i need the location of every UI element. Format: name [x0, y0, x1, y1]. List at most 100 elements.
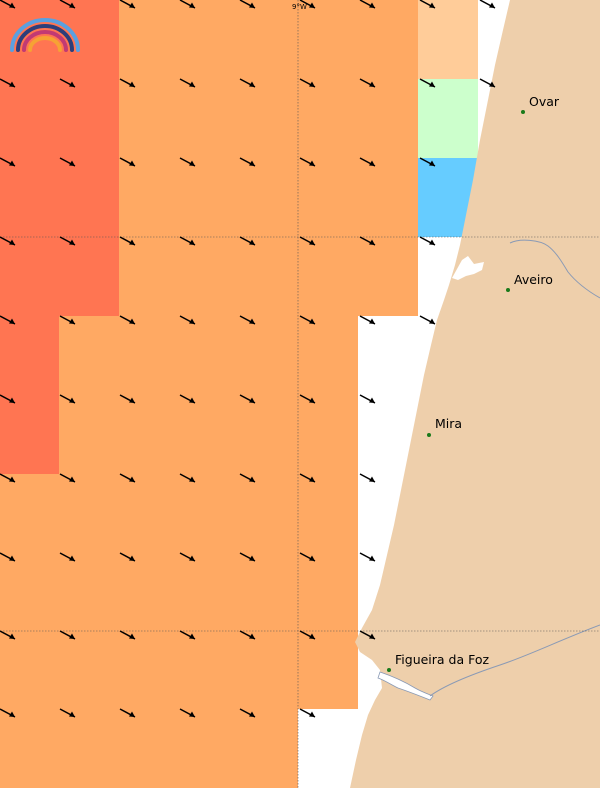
city-dot: [521, 110, 525, 114]
wind-arrow: [0, 394, 16, 404]
wind-arrow: [179, 473, 196, 483]
wind-arrow: [299, 552, 316, 562]
wave-cell-red: [0, 316, 59, 474]
wind-arrow: [59, 552, 76, 562]
wind-arrow: [179, 0, 196, 9]
wave-cell-orange: [0, 631, 358, 709]
city-markers: Ovar Aveiro Mira Figueira da Foz: [387, 94, 560, 672]
city-label: Figueira da Foz: [395, 652, 490, 667]
wind-arrow: [119, 473, 136, 483]
wind-arrow: [359, 0, 376, 9]
wave-cell-orange: [0, 316, 358, 631]
wind-arrow: [59, 0, 76, 9]
wind-arrow: [0, 78, 16, 88]
aveiro-lagoon: [452, 256, 484, 280]
rainbow-logo: [10, 18, 80, 52]
meridian-label: 9°W: [292, 3, 307, 11]
wind-arrow: [299, 708, 316, 718]
wind-arrow: [0, 236, 16, 246]
wind-arrow: [239, 78, 256, 88]
wind-arrow: [299, 78, 316, 88]
wind-arrow: [299, 473, 316, 483]
wind-arrow: [0, 708, 16, 718]
wind-arrow: [419, 0, 436, 9]
wind-arrow: [359, 236, 376, 246]
wind-arrow: [179, 552, 196, 562]
wind-arrow: [119, 552, 136, 562]
wind-arrow: [239, 236, 256, 246]
wind-arrow: [59, 236, 76, 246]
wind-arrow: [119, 315, 136, 325]
vouga-river: [509, 239, 600, 299]
wind-arrow: [0, 0, 16, 9]
wave-cell-orange: [0, 709, 298, 788]
wind-arrow: [479, 0, 496, 9]
land-area: [350, 0, 600, 788]
wind-arrow: [0, 552, 16, 562]
wind-arrow: [239, 0, 256, 9]
wave-cell-light-green: [418, 79, 478, 158]
wind-arrow: [0, 157, 16, 167]
wind-arrow: [179, 708, 196, 718]
city-dot: [427, 433, 431, 437]
wind-arrow: [239, 157, 256, 167]
wind-arrow: [299, 315, 316, 325]
wind-arrow: [0, 315, 16, 325]
city-label: Ovar: [529, 94, 560, 109]
wind-arrow: [179, 78, 196, 88]
city-mira: Mira: [427, 416, 462, 437]
wave-cell-red: [0, 0, 119, 316]
wind-arrow: [359, 157, 376, 167]
wind-arrow: [419, 315, 436, 325]
wind-arrow: [239, 630, 256, 640]
wind-arrow: [119, 0, 136, 9]
wind-arrow: [359, 315, 376, 325]
city-aveiro: Aveiro: [506, 272, 553, 292]
wind-arrow: [299, 236, 316, 246]
wind-arrow: [59, 394, 76, 404]
wind-arrow: [239, 394, 256, 404]
city-label: Aveiro: [514, 272, 553, 287]
wind-arrow: [359, 394, 376, 404]
wind-arrow: [479, 78, 496, 88]
wind-arrow: [239, 315, 256, 325]
wind-arrow: [179, 394, 196, 404]
mondego-river: [429, 624, 600, 697]
wind-arrow: [119, 394, 136, 404]
city-dot: [506, 288, 510, 292]
wind-arrow: [59, 78, 76, 88]
wind-arrow: [179, 630, 196, 640]
wind-direction-arrows: [0, 0, 496, 718]
wind-arrow: [419, 236, 436, 246]
wave-height-grid: [0, 0, 478, 788]
wind-arrow: [239, 708, 256, 718]
city-ovar: Ovar: [521, 94, 560, 114]
city-dot: [387, 668, 391, 672]
wind-arrow: [179, 157, 196, 167]
wind-arrow: [119, 236, 136, 246]
wind-arrow: [59, 157, 76, 167]
wave-cell-light-orange: [418, 0, 478, 79]
wind-arrow: [59, 473, 76, 483]
city-figueira-da-foz: Figueira da Foz: [387, 652, 490, 672]
wind-arrow: [419, 78, 436, 88]
wind-arrow: [359, 473, 376, 483]
wind-arrow: [179, 315, 196, 325]
logo-arc: [28, 36, 62, 52]
coastline: [350, 0, 600, 788]
wind-arrow: [119, 157, 136, 167]
logo-arc: [16, 24, 74, 52]
wind-arrow: [239, 552, 256, 562]
wind-arrow: [179, 236, 196, 246]
logo-arc: [10, 18, 80, 52]
wind-arrow: [359, 552, 376, 562]
logo-arc: [22, 30, 68, 52]
mondego-estuary: [377, 671, 434, 701]
wind-arrow: [299, 394, 316, 404]
wind-arrow: [59, 630, 76, 640]
wind-arrow: [419, 157, 436, 167]
wind-arrow: [59, 315, 76, 325]
wind-arrow: [299, 630, 316, 640]
wind-arrow: [0, 630, 16, 640]
